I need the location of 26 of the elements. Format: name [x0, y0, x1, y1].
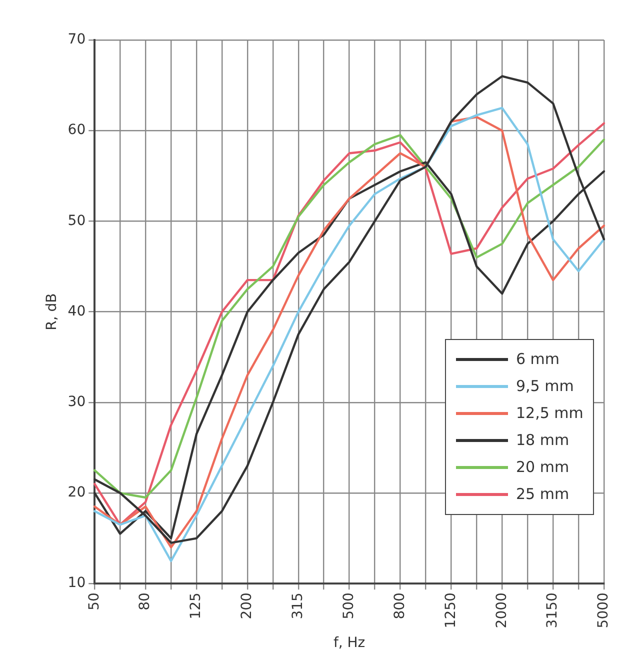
y-axis-title: R, dB [44, 293, 60, 330]
x-tick-label: 5000 [596, 592, 612, 628]
x-tick-label: 80 [137, 592, 154, 610]
legend-label: 20 mm [516, 458, 570, 476]
x-tick-label: 800 [392, 592, 408, 620]
x-tick-label: 2000 [494, 592, 510, 628]
y-tick-label: 30 [68, 394, 86, 410]
y-tick-label: 10 [68, 575, 86, 592]
y-tick-label: 20 [68, 484, 86, 501]
x-tick-label: 125 [188, 592, 204, 620]
x-tick-label: 500 [340, 592, 357, 620]
legend-label: 18 mm [516, 431, 570, 450]
x-axis-title: f, Hz [333, 635, 366, 652]
legend-label: 9,5 mm [516, 377, 574, 396]
y-tick-label: 70 [68, 32, 86, 48]
y-tick-label: 40 [68, 303, 86, 320]
y-tick-label: 60 [68, 122, 86, 138]
x-tick-label: 1250 [442, 592, 459, 628]
legend-label: 6 mm [516, 350, 560, 368]
x-tick-label: 3150 [544, 592, 561, 628]
y-tick-label: 50 [68, 212, 86, 229]
legend-label: 12,5 mm [516, 404, 584, 422]
legend-label: 25 mm [516, 485, 570, 504]
x-tick-label: 315 [290, 592, 306, 620]
x-tick-label: 200 [239, 592, 256, 620]
x-tick-label: 50 [86, 592, 102, 610]
